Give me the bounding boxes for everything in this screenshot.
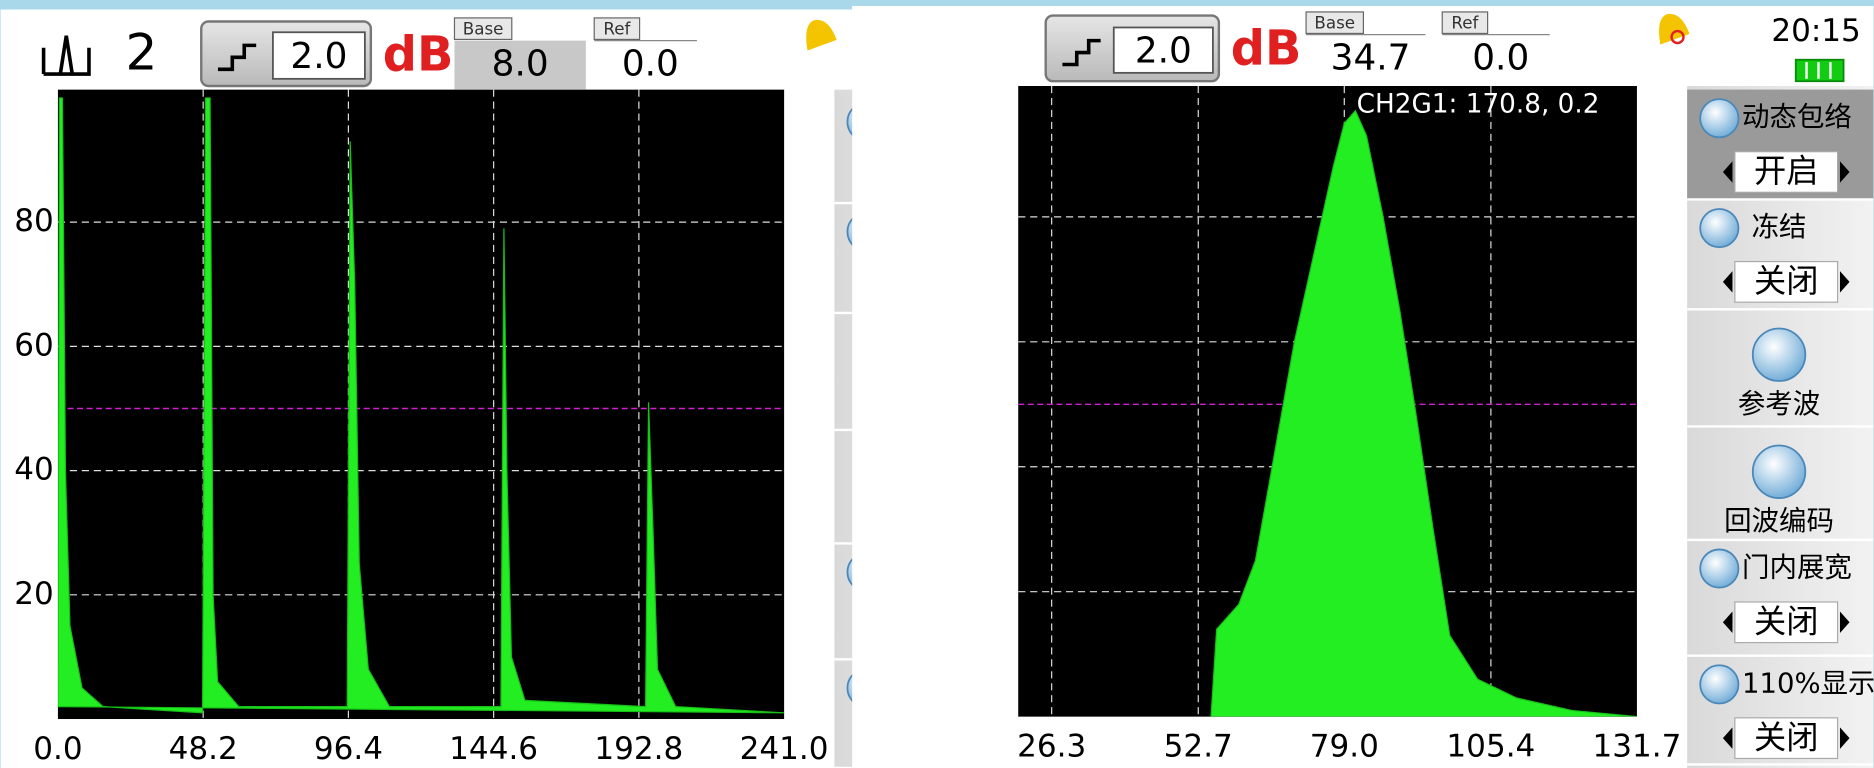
x-tick-label: 131.7 xyxy=(1592,729,1681,765)
base-label: Base xyxy=(463,18,504,38)
gain-unit: dB xyxy=(1231,21,1302,76)
base-label-box xyxy=(453,17,513,41)
ref-label: Ref xyxy=(1451,12,1479,32)
x-tick-label: 96.4 xyxy=(314,731,383,767)
menu-value[interactable]: 关闭 xyxy=(1754,262,1818,300)
menu-arrow-right xyxy=(1839,271,1850,293)
menu-arrow-left xyxy=(1722,161,1733,183)
menu-arrow-left xyxy=(1722,727,1733,749)
clock: 20:15 xyxy=(1771,13,1860,49)
step-icon xyxy=(217,43,257,72)
x-tick-label: 144.6 xyxy=(449,731,538,767)
y-tick-label: 60 xyxy=(14,327,54,363)
menu-label[interactable]: 冻结 xyxy=(1752,212,1807,243)
x-tick-label: 79.0 xyxy=(1310,729,1379,765)
menu-icon xyxy=(1751,444,1807,499)
menu-icon xyxy=(1699,98,1740,139)
top-bar xyxy=(10,9,852,90)
menu-arrow-left xyxy=(1722,611,1733,634)
menu-arrow-left xyxy=(1722,271,1733,293)
plot-area xyxy=(57,89,785,720)
menu-label[interactable]: 110%显示 xyxy=(1742,668,1874,699)
menu-label[interactable]: 门内展宽 xyxy=(1742,553,1852,584)
menu-value[interactable]: 开启 xyxy=(1754,152,1818,190)
menu-label[interactable]: 参考波 xyxy=(1738,389,1820,420)
channel-number: 2 xyxy=(126,23,158,82)
gain-unit: dB xyxy=(383,27,454,82)
x-tick-label: 26.3 xyxy=(1017,729,1086,765)
menu-label[interactable]: 回波编码 xyxy=(1724,506,1834,537)
base-value: 34.7 xyxy=(1331,38,1411,79)
gain-step-value: 2.0 xyxy=(290,36,347,77)
y-tick-label: 20 xyxy=(14,576,54,612)
menu-value-box xyxy=(1734,151,1839,193)
ref-label-box xyxy=(593,17,641,41)
waveform xyxy=(57,97,785,714)
y-tick-label: 40 xyxy=(14,452,54,488)
ref-value: 0.0 xyxy=(622,44,679,85)
step-icon xyxy=(1062,38,1101,67)
menu-label[interactable]: 动态包络 xyxy=(1742,102,1852,133)
x-tick-label: 105.4 xyxy=(1446,729,1535,765)
menu-value-box xyxy=(1734,601,1839,644)
battery xyxy=(1794,58,1845,83)
menu-icon xyxy=(1699,664,1740,705)
x-tick-label: 192.8 xyxy=(594,731,683,767)
base-value-box xyxy=(454,40,586,90)
menu-icon xyxy=(1699,548,1740,589)
gain-step-box xyxy=(1112,26,1214,74)
alarm-bell xyxy=(806,19,837,51)
mute-mark xyxy=(1670,29,1685,45)
x-tick-label: 52.7 xyxy=(1164,729,1233,765)
ref-label-box xyxy=(1441,11,1489,35)
ref-value: 0.0 xyxy=(1472,38,1529,79)
cursor-readout: CH2G1: 170.8, 0.2 xyxy=(1357,90,1600,120)
x-tick-label: 48.2 xyxy=(169,731,238,767)
ref-label: Ref xyxy=(603,18,631,38)
menu-arrow-right xyxy=(1839,727,1850,749)
base-value: 8.0 xyxy=(492,44,549,85)
x-tick-label: 0.0 xyxy=(33,731,82,767)
y-tick-label: 80 xyxy=(14,203,54,239)
menu-icon xyxy=(1751,327,1807,382)
gain-step-box xyxy=(272,31,366,80)
menu-icon xyxy=(1699,208,1740,249)
base-label: Base xyxy=(1314,12,1355,32)
menu-value[interactable]: 关闭 xyxy=(1754,718,1818,756)
menu-arrow-right xyxy=(1839,611,1850,634)
base-label-box xyxy=(1305,11,1364,35)
menu-value-box xyxy=(1734,260,1839,303)
gain-step-value: 2.0 xyxy=(1135,31,1192,72)
x-tick-label: 241.0 xyxy=(740,731,829,767)
menu-arrow-right xyxy=(1839,161,1850,183)
alarm-bell xyxy=(1659,13,1690,45)
menu-value[interactable]: 关闭 xyxy=(1754,602,1818,640)
menu-value-box xyxy=(1734,717,1839,760)
probe-icon xyxy=(41,35,91,76)
waveform xyxy=(1210,109,1637,717)
